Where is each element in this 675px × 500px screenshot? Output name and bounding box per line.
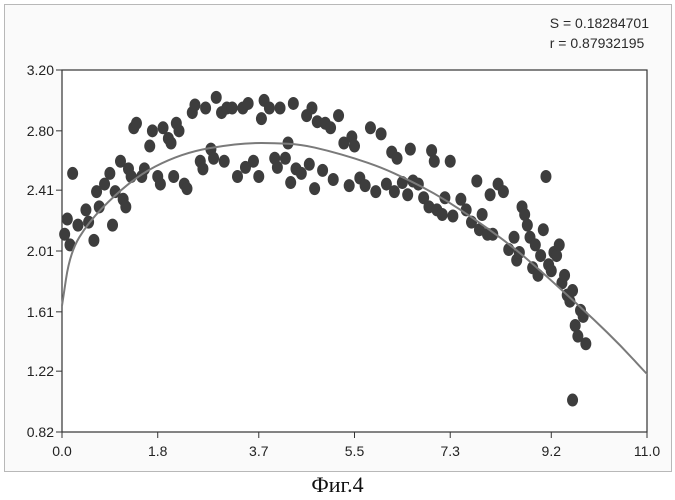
data-point — [285, 176, 296, 189]
data-point — [88, 234, 99, 247]
data-point — [232, 170, 243, 183]
data-point — [166, 137, 177, 150]
data-point — [344, 179, 355, 192]
data-point — [197, 162, 208, 175]
y-axis: 3.20 2.80 2.41 2.01 1.61 1.22 0.82 — [27, 62, 62, 440]
data-point — [559, 269, 570, 282]
data-point — [333, 109, 344, 122]
data-point — [67, 167, 78, 180]
data-point — [174, 124, 185, 137]
data-point — [546, 264, 557, 277]
data-point — [485, 188, 496, 201]
data-point — [155, 178, 166, 191]
data-point — [168, 170, 179, 183]
x-tick-label: 3.7 — [249, 443, 269, 459]
data-point — [280, 152, 291, 165]
data-point — [405, 143, 416, 156]
data-point — [264, 102, 275, 115]
y-tick-label: 2.80 — [27, 123, 54, 139]
data-point — [256, 112, 267, 125]
figure-caption: Фиг.4 — [0, 472, 675, 498]
x-tick-label: 5.5 — [345, 443, 365, 459]
y-tick-label: 0.82 — [27, 424, 54, 440]
data-point — [144, 140, 155, 153]
data-point — [253, 170, 264, 183]
data-point — [288, 97, 299, 110]
data-point — [80, 203, 91, 216]
data-point — [62, 213, 73, 226]
x-tick-label: 1.8 — [148, 443, 168, 459]
data-point — [211, 91, 222, 104]
data-point — [181, 182, 192, 195]
data-point — [429, 155, 440, 168]
data-point — [554, 238, 565, 251]
data-point — [304, 158, 315, 171]
data-point — [471, 175, 482, 188]
data-point — [104, 167, 115, 180]
data-point — [189, 98, 200, 111]
x-axis: 0.0 1.8 3.7 5.5 7.3 9.2 11.0 — [52, 432, 660, 459]
data-point — [437, 208, 448, 221]
data-point — [243, 97, 254, 110]
data-point — [317, 164, 328, 177]
data-point — [72, 219, 83, 232]
y-tick-label: 2.41 — [27, 182, 54, 198]
data-point — [275, 102, 286, 115]
data-point — [535, 249, 546, 262]
data-point — [306, 102, 317, 115]
data-point — [498, 185, 509, 198]
data-point — [296, 167, 307, 180]
data-point — [567, 284, 578, 297]
data-point — [131, 117, 142, 130]
data-point — [309, 182, 320, 195]
data-point — [370, 185, 381, 198]
data-point — [402, 188, 413, 201]
data-point — [325, 121, 336, 134]
x-tick-label: 11.0 — [634, 443, 660, 459]
y-tick-label: 1.61 — [27, 304, 54, 320]
data-point — [360, 179, 371, 192]
data-point — [107, 219, 118, 232]
data-point — [328, 173, 339, 186]
data-point — [248, 155, 259, 168]
data-point — [120, 200, 131, 213]
data-point — [447, 210, 458, 223]
data-point — [208, 152, 219, 165]
data-point — [477, 208, 488, 221]
data-point — [445, 155, 456, 168]
data-point — [567, 394, 578, 407]
x-tick-label: 7.3 — [440, 443, 460, 459]
data-point — [389, 185, 400, 198]
data-point — [392, 152, 403, 165]
data-point — [580, 337, 591, 350]
data-point — [365, 121, 376, 134]
data-point — [578, 310, 589, 323]
data-point — [272, 161, 283, 174]
x-tick-label: 9.2 — [542, 443, 562, 459]
data-point — [349, 140, 360, 153]
data-point — [540, 170, 551, 183]
y-tick-label: 2.01 — [27, 243, 54, 259]
scatter-plot: 3.20 2.80 2.41 2.01 1.61 1.22 0.82 0.0 1.8 3.7 5.… — [0, 0, 675, 470]
data-point — [538, 223, 549, 236]
data-point — [147, 124, 158, 137]
data-point — [522, 219, 533, 232]
data-point — [219, 155, 230, 168]
data-point — [200, 102, 211, 115]
data-point — [376, 127, 387, 140]
x-tick-label: 0.0 — [52, 443, 72, 459]
y-tick-label: 1.22 — [27, 363, 54, 379]
data-point — [509, 231, 520, 244]
data-point — [227, 102, 238, 115]
y-tick-label: 3.20 — [27, 62, 54, 78]
